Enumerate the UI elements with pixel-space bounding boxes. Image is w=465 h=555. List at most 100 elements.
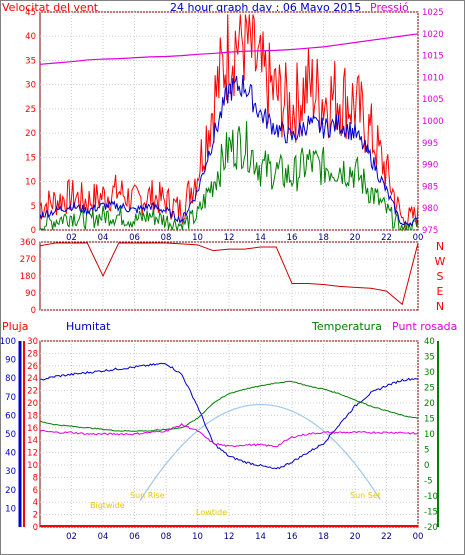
pressure-y-tick-label: 995 [422,139,438,149]
climate-panel-series [39,362,419,527]
humidity-series-line [40,362,418,470]
rain-y-tick-label: 26 [27,362,38,372]
humidity-y-tick-label: 10 [5,504,16,514]
wind-x-tick-label: 22 [381,233,392,243]
compass-letter: N [436,300,444,313]
sun-set-label: Sun Set [350,491,381,500]
temperature-y-tick-label: -20 [424,523,438,533]
rain-y-tick-label: 22 [27,387,38,397]
wind-y-tick-label: 15 [25,153,36,163]
wind-y-tick-label: 40 [25,32,36,42]
pressure-y-tick-label: 975 [422,226,438,236]
rain-y-tick-label: 14 [27,436,38,446]
pressure-y-tick-label: 985 [422,182,438,192]
rain-y-tick-label: 16 [27,424,38,434]
rain-y-tick-label: 0 [33,523,38,533]
rain-y-tick-label: 4 [33,498,38,508]
climate-x-tick-label: 20 [350,532,361,542]
wind-x-tick-label: 14 [255,233,266,243]
wind-x-tick-label: 02 [66,233,77,243]
humidity-y-tick-label: 100 [0,337,16,347]
climate-panel-grid [40,340,419,528]
compass-letter: N [436,240,444,253]
rain-y-tick-label: 8 [33,473,38,483]
temperature-y-tick-label: -10 [424,492,438,502]
bigtwilight-label: Bigtwide [90,501,125,510]
climate-x-tick-label: 22 [381,532,392,542]
temperature-y-tick-label: 30 [424,368,435,378]
temperature-y-tick-label: -5 [424,477,432,487]
lowtide-label: Lowtide [196,508,227,517]
pressure-series-line [39,33,419,65]
climate-x-tick-label: 18 [318,532,329,542]
pressure-y-tick-label: 1020 [422,30,444,40]
rain-y-tick-label: 28 [27,349,38,359]
temperature-y-tick-label: 10 [424,430,435,440]
wind-panel-grid [40,11,419,231]
climate-x-tick-label: 10 [192,532,203,542]
rain-y-tick-label: 12 [27,449,38,459]
temperature-y-tick-label: 25 [424,384,435,394]
climate-x-tick-label: 08 [161,532,172,542]
avg-wind-series-line [39,74,419,228]
wind-x-tick-label: 10 [192,233,203,243]
wind-x-tick-label: 04 [98,233,109,243]
humidity-y-tick-label: 30 [5,467,16,477]
humidity-y-tick-label: 60 [5,411,16,421]
temperature-y-tick-label: -15 [424,508,438,518]
climate-x-tick-label: 00 [413,532,424,542]
rain-y-tick-label: 20 [27,399,38,409]
wind-y-tick-label: 35 [25,56,36,66]
temperature-y-tick-label: 20 [424,399,435,409]
humidity-y-tick-label: 40 [5,449,16,459]
wind-y-tick-label: 0 [31,226,36,236]
direction-y-tick-label: 90 [25,289,36,299]
wind-y-tick-label: 30 [25,81,36,91]
direction-panel-axes: 360 270 180 90 0 [20,238,36,316]
pressure-label: Pressió [370,1,409,14]
temperature-y-tick-label: 40 [424,337,435,347]
wind-y-tick-label: 45 [25,8,36,18]
humidity-label: Humitat [66,320,111,333]
wind-x-tick-label: 20 [350,233,361,243]
climate-x-tick-label: 02 [66,532,77,542]
pressure-y-tick-label: 1015 [422,52,444,62]
wind-x-tick-label: 00 [413,233,424,243]
rain-y-tick-label: 24 [27,374,38,384]
compass-letter: S [437,270,444,283]
climate-panel-axes: 02 04 06 08 10 12 14 16 18 20 22 000246810121416182… [0,337,439,542]
climate-x-tick-label: 12 [224,532,235,542]
direction-y-tick-label: 270 [20,255,36,265]
humidity-y-tick-label: 20 [5,486,16,496]
wind-y-tick-label: 25 [25,105,36,115]
humidity-y-tick-label: 80 [5,374,16,384]
climate-x-tick-label: 14 [255,532,266,542]
wind-x-tick-label: 18 [318,233,329,243]
sun-rise-label: Sun Rise [130,491,165,500]
wind-panel-series [39,14,419,232]
pressure-y-tick-label: 1025 [422,8,444,18]
pressure-y-tick-label: 980 [422,204,438,214]
pressure-y-tick-label: 1000 [422,117,444,127]
temperature-y-tick-label: 5 [424,446,429,456]
wind-panel-axes: 02 04 06 08 10 12 14 16 18 20 22 000510152025303540… [25,8,443,243]
temperature-y-tick-label: 0 [424,461,429,471]
pressure-y-tick-label: 1005 [422,95,444,105]
temperature-y-tick-label: 35 [424,353,435,363]
direction-y-tick-label: 360 [20,238,36,248]
humidity-y-tick-label: 90 [5,356,16,366]
humidity-y-tick-label: 50 [5,430,16,440]
wind-y-tick-label: 5 [31,202,36,212]
rain-y-tick-label: 10 [27,461,38,471]
pressure-y-tick-label: 990 [422,161,438,171]
climate-x-tick-label: 06 [129,532,140,542]
rain-y-tick-label: 6 [33,486,38,496]
direction-y-tick-label: 0 [31,306,36,316]
direction-panel-series [39,242,419,306]
pressure-y-tick-label: 1010 [422,73,444,83]
wind-x-tick-label: 16 [287,233,298,243]
min-wind-series-line [39,121,419,232]
wind-y-tick-label: 20 [25,129,36,139]
